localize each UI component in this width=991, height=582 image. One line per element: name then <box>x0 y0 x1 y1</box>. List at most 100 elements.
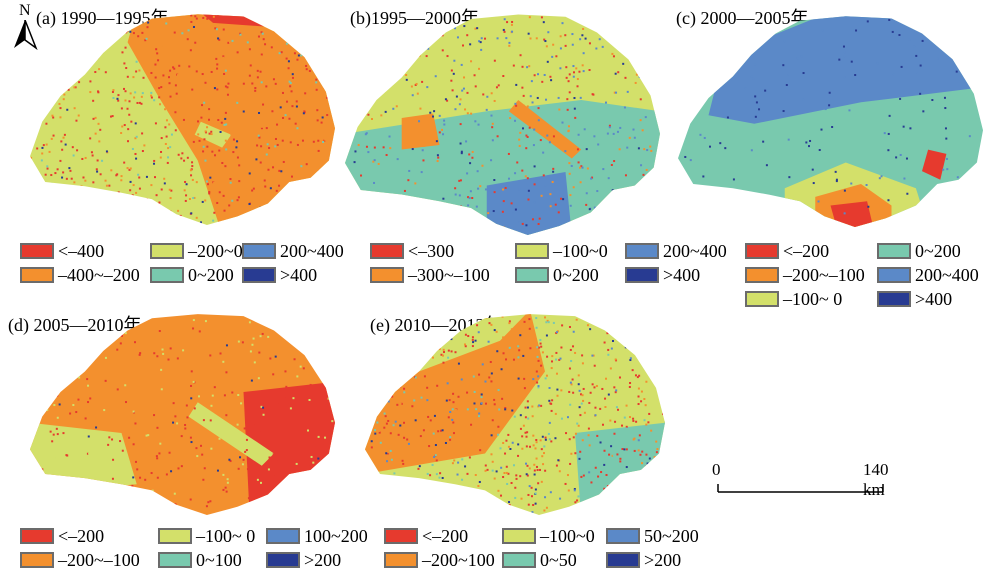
map-pixel <box>46 165 49 168</box>
map-pixel <box>379 483 382 486</box>
map-pixel <box>120 107 123 110</box>
map-pixel <box>73 86 76 89</box>
map-pixel <box>541 435 544 438</box>
map-pixel <box>216 201 219 204</box>
map-pixel <box>931 99 934 102</box>
map-pixel <box>519 54 522 57</box>
map-pixel <box>528 318 531 321</box>
map-pixel <box>318 477 321 480</box>
map-pixel <box>441 49 444 52</box>
map-pixel <box>573 107 576 110</box>
map-pixel <box>766 89 769 92</box>
map-pixel <box>113 487 116 490</box>
map-pixel <box>376 354 379 357</box>
legend-swatch <box>384 528 418 544</box>
map-pixel <box>44 350 47 353</box>
map-pixel <box>319 211 322 214</box>
map-pixel <box>53 369 56 372</box>
map-pixel <box>618 441 621 444</box>
map-pixel <box>163 177 166 180</box>
map-pixel <box>94 31 97 34</box>
map-pixel <box>33 93 36 96</box>
map-pixel <box>82 484 85 487</box>
map-pixel <box>754 63 757 66</box>
map-pixel <box>514 208 517 211</box>
map-pixel <box>466 472 469 475</box>
map-pixel <box>69 34 72 37</box>
map-pixel <box>168 82 171 85</box>
map-pixel <box>53 404 56 407</box>
map-pixel <box>81 64 84 67</box>
map-pixel <box>88 62 91 65</box>
map-pixel <box>615 389 618 392</box>
map-pixel <box>49 430 52 433</box>
map-pixel <box>105 184 108 187</box>
map-pixel <box>245 186 248 189</box>
map-pixel <box>570 359 573 362</box>
map-pixel <box>535 438 538 441</box>
map-pixel <box>386 460 389 463</box>
map-pixel <box>802 72 805 75</box>
map-pixel <box>293 182 296 185</box>
map-pixel <box>265 153 268 156</box>
map-pixel <box>702 175 705 178</box>
map-pixel <box>539 439 542 442</box>
map-pixel <box>145 37 148 40</box>
map-pixel <box>173 67 176 70</box>
map-pixel <box>167 156 170 159</box>
legend-item: <–300 <box>370 241 454 261</box>
map-pixel <box>639 453 642 456</box>
map-pixel <box>516 161 519 164</box>
map-pixel <box>455 95 458 98</box>
map-pixel <box>318 180 321 183</box>
map-pixel <box>186 156 189 159</box>
map-pixel <box>561 22 564 25</box>
map-pixel <box>497 489 500 492</box>
map-pixel <box>651 353 654 356</box>
map-pixel <box>132 76 135 79</box>
map-pixel <box>349 108 352 111</box>
map-pixel <box>866 20 869 23</box>
legend-swatch <box>158 552 192 568</box>
map-pixel <box>334 349 335 352</box>
map-pixel <box>345 45 348 48</box>
map-pixel <box>390 58 393 61</box>
map-pixel <box>617 408 620 411</box>
map-pixel <box>264 12 266 14</box>
map-pixel <box>481 363 484 366</box>
map-pixel <box>588 471 591 474</box>
map-pixel <box>257 377 260 380</box>
map-pixel <box>347 194 350 197</box>
map-pixel <box>326 209 329 212</box>
map-pixel <box>233 10 235 12</box>
map-pixel <box>539 139 542 142</box>
map-pixel <box>120 334 123 337</box>
map-pixel <box>130 14 133 17</box>
map-pixel <box>443 511 446 514</box>
map-pixel <box>557 96 560 99</box>
map-pixel <box>456 473 459 476</box>
map-pixel <box>260 145 263 148</box>
map-pixel <box>430 333 433 336</box>
map-pixel <box>177 209 180 212</box>
map-pixel <box>182 66 185 69</box>
map-pixel <box>546 355 549 358</box>
map-pixel <box>352 206 355 209</box>
map-pixel <box>57 48 60 51</box>
map-pixel <box>614 391 617 394</box>
legend-item: >200 <box>606 550 681 570</box>
map-pixel <box>629 481 632 484</box>
map-pixel <box>202 478 205 481</box>
map-pixel <box>165 473 168 476</box>
map-pixel <box>201 200 204 203</box>
map-pixel <box>590 223 593 226</box>
map-pixel <box>50 137 53 140</box>
map-pixel <box>158 452 161 455</box>
map-pixel <box>296 127 299 130</box>
map-pixel <box>539 342 542 345</box>
map-pixel <box>593 364 596 367</box>
map-pixel <box>273 496 276 499</box>
map-pixel <box>514 119 517 122</box>
map-pixel <box>471 150 474 153</box>
map-pixel <box>320 495 323 498</box>
